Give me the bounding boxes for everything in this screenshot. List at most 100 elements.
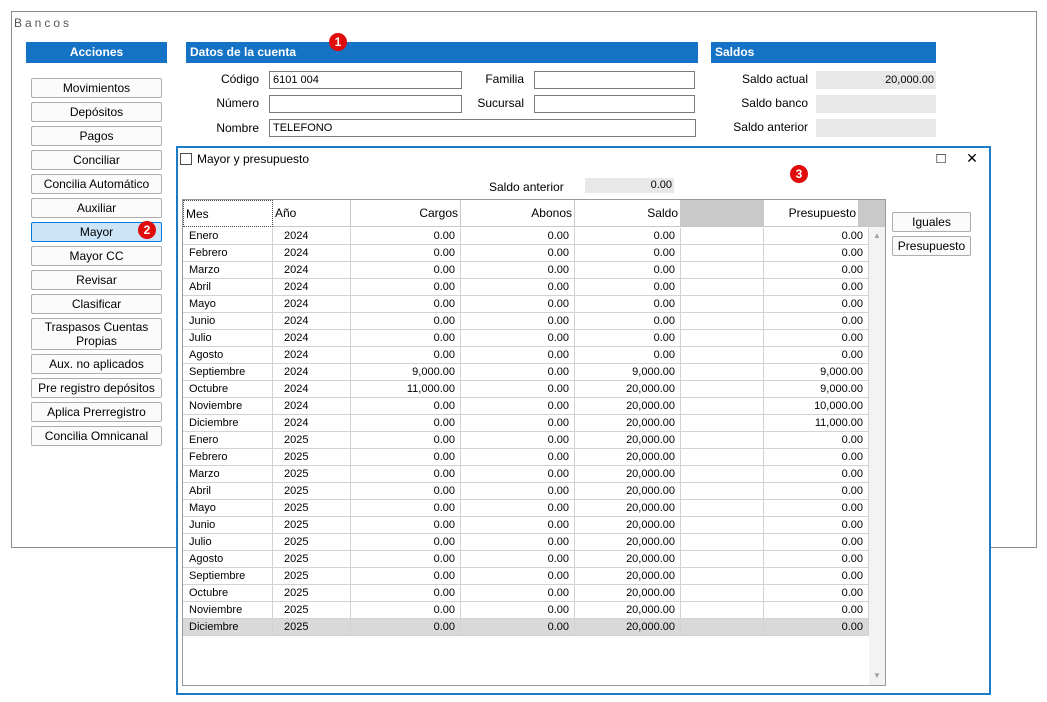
cell-anio: 2024: [273, 398, 351, 415]
cell-blank: [681, 500, 764, 517]
cell-cargos: 0.00: [351, 245, 461, 262]
sucursal-field[interactable]: [534, 95, 695, 113]
cell-blank: [681, 313, 764, 330]
iguales-button[interactable]: Iguales: [892, 212, 971, 232]
accion-button-14[interactable]: Concilia Omnicanal: [31, 426, 162, 446]
accion-button-2[interactable]: Pagos: [31, 126, 162, 146]
col-header-cargos[interactable]: Cargos: [351, 200, 461, 227]
cell-blank: [681, 381, 764, 398]
accion-button-6[interactable]: Mayor: [31, 222, 162, 242]
cell-blank: [681, 585, 764, 602]
table-row[interactable]: Febrero 2024 0.00 0.00 0.00 0.00: [183, 245, 869, 262]
codigo-field[interactable]: 6101 004: [269, 71, 462, 89]
presupuesto-button[interactable]: Presupuesto: [892, 236, 971, 256]
cell-blank: [681, 364, 764, 381]
familia-field[interactable]: [534, 71, 695, 89]
table-row[interactable]: Julio 2025 0.00 0.00 20,000.00 0.00: [183, 534, 869, 551]
cell-blank: [681, 279, 764, 296]
close-icon[interactable]: ✕: [966, 150, 978, 166]
table-row[interactable]: Junio 2024 0.00 0.00 0.00 0.00: [183, 313, 869, 330]
cell-presupuesto: 0.00: [764, 534, 869, 551]
grid-scrollbar[interactable]: [869, 227, 885, 685]
cell-saldo: 0.00: [575, 228, 681, 245]
scroll-up-icon[interactable]: ▲: [873, 231, 881, 240]
table-row[interactable]: Octubre 2025 0.00 0.00 20,000.00 0.00: [183, 585, 869, 602]
saldo-actual-value: 20,000.00: [816, 71, 936, 89]
accion-button-8[interactable]: Revisar: [31, 270, 162, 290]
table-row[interactable]: Marzo 2024 0.00 0.00 0.00 0.00: [183, 262, 869, 279]
accion-button-9[interactable]: Clasificar: [31, 294, 162, 314]
cell-cargos: 11,000.00: [351, 381, 461, 398]
cell-presupuesto: 0.00: [764, 279, 869, 296]
cell-mes: Febrero: [183, 245, 273, 262]
numero-field[interactable]: [269, 95, 462, 113]
cell-presupuesto: 0.00: [764, 245, 869, 262]
table-row[interactable]: Agosto 2025 0.00 0.00 20,000.00 0.00: [183, 551, 869, 568]
cell-presupuesto: 0.00: [764, 228, 869, 245]
cell-anio: 2024: [273, 296, 351, 313]
table-row[interactable]: Febrero 2025 0.00 0.00 20,000.00 0.00: [183, 449, 869, 466]
col-header-mes[interactable]: Mes: [183, 200, 273, 227]
table-row[interactable]: Junio 2025 0.00 0.00 20,000.00 0.00: [183, 517, 869, 534]
saldos-header: Saldos: [711, 42, 936, 63]
accion-button-0[interactable]: Movimientos: [31, 78, 162, 98]
col-header-presupuesto[interactable]: Presupuesto: [764, 200, 859, 227]
cell-cargos: 9,000.00: [351, 364, 461, 381]
col-header-saldo[interactable]: Saldo: [575, 200, 681, 227]
table-row[interactable]: Octubre 2024 11,000.00 0.00 20,000.00 9,000.0…: [183, 381, 869, 398]
cell-cargos: 0.00: [351, 551, 461, 568]
accion-button-3[interactable]: Conciliar: [31, 150, 162, 170]
table-row[interactable]: Abril 2024 0.00 0.00 0.00 0.00: [183, 279, 869, 296]
table-row[interactable]: Noviembre 2025 0.00 0.00 20,000.00 0.00: [183, 602, 869, 619]
table-row[interactable]: Julio 2024 0.00 0.00 0.00 0.00: [183, 330, 869, 347]
cell-anio: 2025: [273, 602, 351, 619]
table-row[interactable]: Abril 2025 0.00 0.00 20,000.00 0.00: [183, 483, 869, 500]
cell-anio: 2025: [273, 585, 351, 602]
cell-mes: Octubre: [183, 585, 273, 602]
scroll-down-icon[interactable]: ▼: [873, 671, 881, 680]
cell-anio: 2024: [273, 347, 351, 364]
cell-mes: Noviembre: [183, 602, 273, 619]
table-row[interactable]: Diciembre 2025 0.00 0.00 20,000.00 0.00: [183, 619, 869, 636]
cell-abonos: 0.00: [461, 551, 575, 568]
cell-abonos: 0.00: [461, 381, 575, 398]
nombre-field[interactable]: TELEFONO: [269, 119, 696, 137]
table-row[interactable]: Noviembre 2024 0.00 0.00 20,000.00 10,000.00: [183, 398, 869, 415]
table-row[interactable]: Agosto 2024 0.00 0.00 0.00 0.00: [183, 347, 869, 364]
maximize-icon[interactable]: □: [936, 150, 946, 167]
cell-cargos: 0.00: [351, 500, 461, 517]
callout-badge-1: 1: [329, 33, 347, 51]
accion-button-4[interactable]: Concilia Automático: [31, 174, 162, 194]
table-row[interactable]: Enero 2024 0.00 0.00 0.00 0.00: [183, 228, 869, 245]
cell-mes: Agosto: [183, 551, 273, 568]
cell-anio: 2025: [273, 449, 351, 466]
table-row[interactable]: Septiembre 2024 9,000.00 0.00 9,000.00 9,000.…: [183, 364, 869, 381]
table-row[interactable]: Mayo 2025 0.00 0.00 20,000.00 0.00: [183, 500, 869, 517]
cell-abonos: 0.00: [461, 568, 575, 585]
cell-presupuesto: 0.00: [764, 602, 869, 619]
cell-presupuesto: 0.00: [764, 449, 869, 466]
accion-button-11[interactable]: Aux. no aplicados: [31, 354, 162, 374]
cell-mes: Enero: [183, 432, 273, 449]
accion-button-7[interactable]: Mayor CC: [31, 246, 162, 266]
table-row[interactable]: Diciembre 2024 0.00 0.00 20,000.00 11,000.00: [183, 415, 869, 432]
cell-abonos: 0.00: [461, 449, 575, 466]
table-row[interactable]: Mayo 2024 0.00 0.00 0.00 0.00: [183, 296, 869, 313]
cell-blank: [681, 228, 764, 245]
table-row[interactable]: Septiembre 2025 0.00 0.00 20,000.00 0.00: [183, 568, 869, 585]
col-header-abonos[interactable]: Abonos: [461, 200, 575, 227]
cell-saldo: 20,000.00: [575, 534, 681, 551]
col-header-anio[interactable]: Año: [273, 200, 351, 227]
table-row[interactable]: Enero 2025 0.00 0.00 20,000.00 0.00: [183, 432, 869, 449]
cell-saldo: 20,000.00: [575, 602, 681, 619]
table-row[interactable]: Marzo 2025 0.00 0.00 20,000.00 0.00: [183, 466, 869, 483]
accion-button-1[interactable]: Depósitos: [31, 102, 162, 122]
accion-button-5[interactable]: Auxiliar: [31, 198, 162, 218]
accion-button-12[interactable]: Pre registro depósitos: [31, 378, 162, 398]
cell-mes: Junio: [183, 517, 273, 534]
accion-button-13[interactable]: Aplica Prerregistro: [31, 402, 162, 422]
accion-button-10[interactable]: Traspasos Cuentas Propias: [31, 318, 162, 350]
cell-abonos: 0.00: [461, 279, 575, 296]
cell-mes: Diciembre: [183, 619, 273, 636]
cell-saldo: 9,000.00: [575, 364, 681, 381]
